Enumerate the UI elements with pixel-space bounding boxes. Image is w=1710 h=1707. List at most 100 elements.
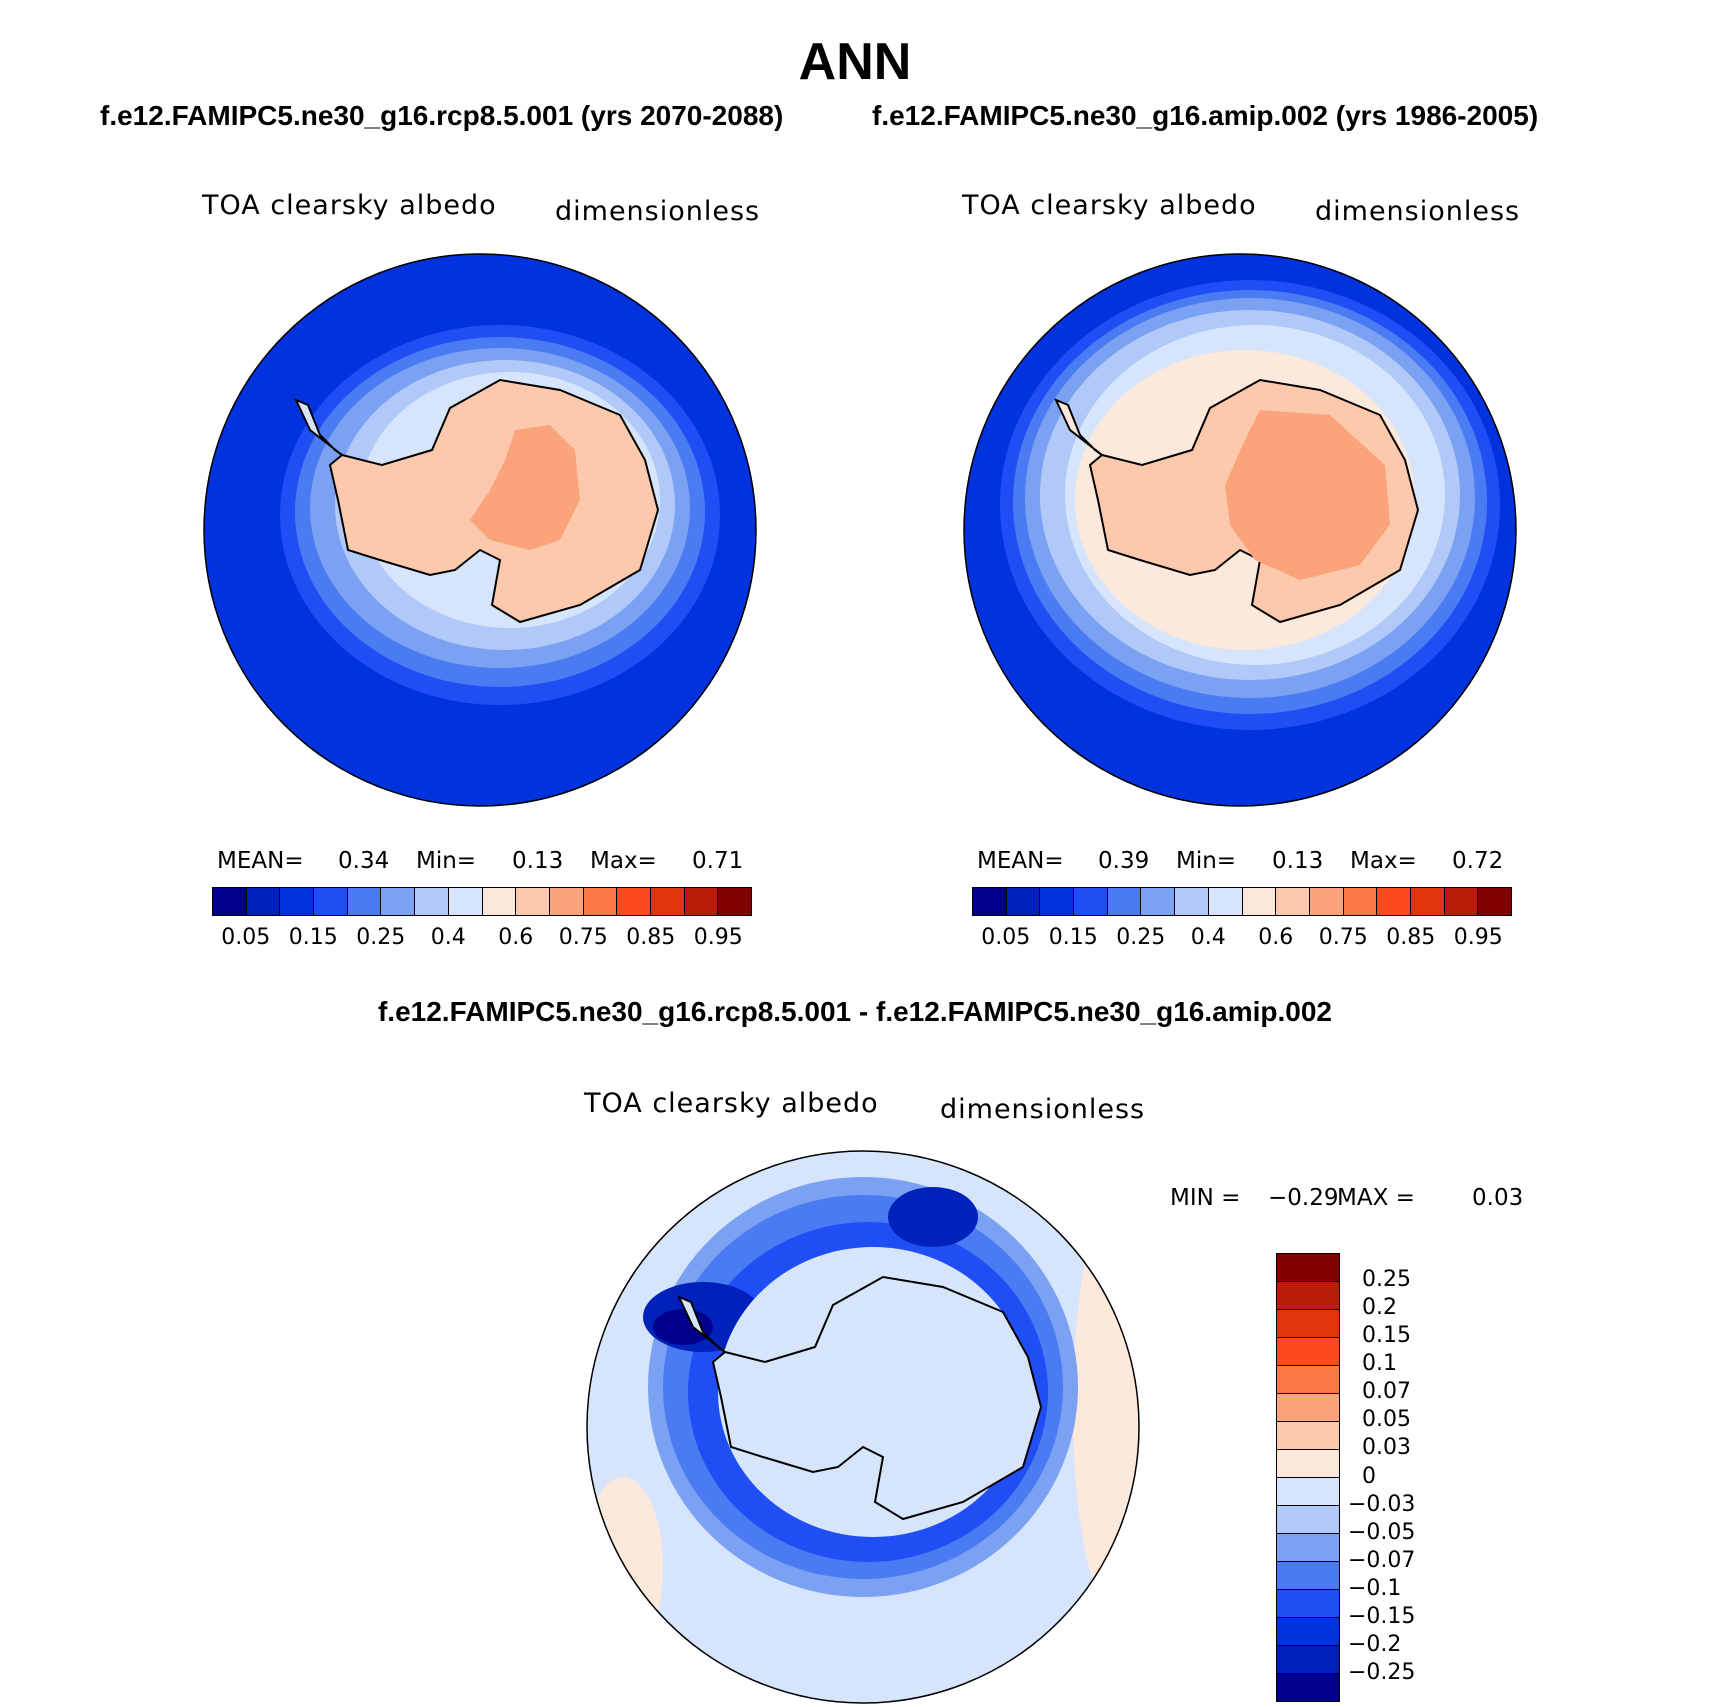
panel1-tick-label: 0.25: [356, 925, 406, 950]
panel1-swatch-14: [684, 888, 719, 915]
panel1-swatch-12: [617, 888, 651, 915]
panel1-swatch-15: [718, 888, 751, 915]
panel1-swatch-0: [213, 888, 247, 915]
panel2-mean-label: MEAN=: [977, 848, 1064, 874]
panel2-swatch-14: [1444, 888, 1479, 915]
panel3-min-value: −0.29: [1268, 1185, 1339, 1211]
case-title-amip: f.e12.FAMIPC5.ne30_g16.amip.002 (yrs 198…: [872, 100, 1539, 131]
panel3-antarctica: [711, 1275, 1043, 1521]
panel3-swatch-9: [1277, 1506, 1339, 1534]
panel3-tick-label: −0.07: [1348, 1547, 1416, 1573]
panel2-swatch-7: [1208, 888, 1243, 915]
panel2-swatch-12: [1377, 888, 1411, 915]
panel3-tick-label: 0.15: [1362, 1323, 1411, 1349]
panel3-tick-label: −0.05: [1348, 1519, 1416, 1545]
panel2-swatch-6: [1175, 888, 1209, 915]
panel3-swatch-6: [1277, 1422, 1339, 1450]
panel3-swatch-4: [1277, 1366, 1339, 1394]
map-panel1: [203, 253, 757, 807]
panel1-tick-label: 0.95: [693, 925, 743, 950]
panel3-peninsula: [677, 1295, 726, 1353]
panel2-min-value: 0.13: [1272, 848, 1324, 874]
panel1-colorbar: [212, 887, 752, 916]
panel1-mean-value: 0.34: [338, 848, 390, 874]
panel3-swatch-10: [1277, 1534, 1339, 1562]
panel3-positive-patch-west: [587, 1477, 663, 1657]
panel3-tick-label: 0: [1362, 1463, 1376, 1489]
panel2-swatch-2: [1040, 888, 1075, 915]
panel2-tick-label: 0.4: [1190, 925, 1226, 950]
panel3-tick-label: −0.25: [1348, 1659, 1416, 1685]
panel3-tick-label: 0.05: [1362, 1407, 1411, 1433]
panel2-swatch-4: [1107, 888, 1142, 915]
panel3-swatch-5: [1277, 1394, 1339, 1422]
panel3-swatch-0: [1277, 1254, 1339, 1282]
panel2-swatch-8: [1242, 888, 1277, 915]
panel1-swatch-8: [482, 888, 517, 915]
panel1-swatch-11: [583, 888, 618, 915]
panel2-swatch-0: [973, 888, 1007, 915]
panel3-swatch-8: [1277, 1478, 1339, 1506]
panel1-interior-high: [470, 425, 580, 550]
panel2-peninsula: [1054, 398, 1103, 456]
panel2-tick-label: 0.15: [1048, 925, 1098, 950]
panel2-map-border: [963, 253, 1517, 807]
panel1-mean-label: MEAN=: [217, 848, 304, 874]
panel2-swatch-15: [1478, 888, 1511, 915]
panel1-tick-label: 0.05: [221, 925, 271, 950]
panel1-max-value: 0.71: [692, 848, 744, 874]
panel1-swatch-9: [516, 888, 550, 915]
panel1-min-value: 0.13: [512, 848, 564, 874]
diff-case-title: f.e12.FAMIPC5.ne30_g16.rcp8.5.001 - f.e1…: [377, 996, 1333, 1027]
panel2-min-label: Min=: [1176, 848, 1237, 874]
panel2-tick-label: 0.95: [1453, 925, 1503, 950]
panel3-min-patch-north: [888, 1187, 978, 1247]
map-panel2: [963, 253, 1517, 807]
panel3-swatch-1: [1277, 1282, 1339, 1310]
panel2-tick-label: 0.6: [1258, 925, 1294, 950]
panel3-tick-label: 0.03: [1362, 1435, 1411, 1461]
panel2-max-value: 0.72: [1452, 848, 1504, 874]
panel3-swatch-13: [1277, 1618, 1339, 1646]
panel3-tick-label: 0.07: [1362, 1379, 1411, 1405]
panel3-tick-label: 0.25: [1362, 1267, 1411, 1293]
panel2-swatch-13: [1410, 888, 1445, 915]
panel3-tick-label: 0.2: [1362, 1295, 1397, 1321]
panel1-tick-label: 0.6: [498, 925, 534, 950]
case-title-rcp85: f.e12.FAMIPC5.ne30_g16.rcp8.5.001 (yrs 2…: [100, 100, 784, 131]
panel1-max-label: Max=: [590, 848, 657, 874]
panel3-swatch-3: [1277, 1338, 1339, 1366]
panel3-units-label: dimensionless: [940, 1094, 1146, 1125]
panel1-swatch-3: [314, 888, 348, 915]
panel2-max-label: Max=: [1350, 848, 1417, 874]
panel3-max-value: 0.03: [1472, 1185, 1524, 1211]
panel2-swatch-1: [1006, 888, 1041, 915]
panel2-swatch-5: [1141, 888, 1176, 915]
panel1-swatch-2: [280, 888, 315, 915]
panel3-swatch-7: [1277, 1450, 1339, 1478]
panel1-swatch-5: [381, 888, 416, 915]
panel3-swatch-12: [1277, 1590, 1339, 1618]
panel3-tick-label: −0.2: [1348, 1631, 1402, 1657]
panel2-tick-label: 0.75: [1318, 925, 1368, 950]
panel3-tick-label: −0.03: [1348, 1491, 1416, 1517]
panel3-swatch-11: [1277, 1562, 1339, 1590]
panel2-swatch-10: [1309, 888, 1344, 915]
panel1-swatch-10: [549, 888, 584, 915]
panel3-max-label: MAX =: [1337, 1185, 1415, 1211]
panel1-units-label: dimensionless: [555, 196, 761, 227]
panel2-variable-label: TOA clearsky albedo: [962, 190, 1257, 221]
panel2-units-label: dimensionless: [1315, 196, 1521, 227]
panel1-variable-label: TOA clearsky albedo: [202, 190, 497, 221]
panel2-tick-label: 0.05: [981, 925, 1031, 950]
panel3-colorbar: [1276, 1253, 1340, 1702]
panel1-peninsula: [294, 398, 343, 456]
map-panel3: [586, 1150, 1140, 1704]
panel1-min-label: Min=: [416, 848, 477, 874]
main-title: ANN: [798, 33, 912, 91]
panel3-variable-label: TOA clearsky albedo: [584, 1088, 879, 1119]
panel2-swatch-11: [1343, 888, 1378, 915]
panel3-swatch-15: [1277, 1674, 1339, 1701]
panel1-swatch-7: [448, 888, 483, 915]
panel1-map-border: [203, 253, 757, 807]
